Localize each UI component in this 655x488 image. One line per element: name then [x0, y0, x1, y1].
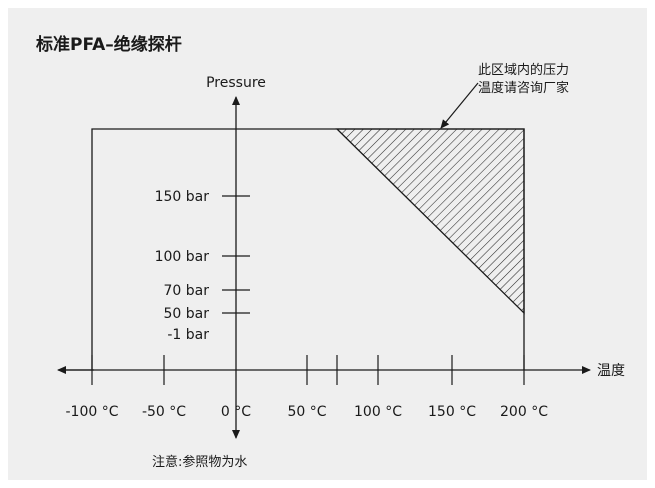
y-tick-label: 100 bar [155, 249, 210, 265]
x-tick-label: 50 °C [287, 404, 326, 420]
x-tick-label: 200 °C [500, 404, 548, 420]
y-tick-label: 70 bar [164, 283, 210, 299]
y-tick-label: 150 bar [155, 189, 210, 205]
x-tick-label: -50 °C [142, 404, 186, 420]
x-axis-label: 温度 [597, 363, 625, 379]
annotation-line-2: 温度请咨询厂家 [478, 81, 570, 96]
x-tick-label: 100 °C [354, 404, 402, 420]
y-tick-label: 50 bar [164, 306, 210, 322]
consult-region-hatch [335, 128, 525, 315]
chart-panel [8, 8, 647, 480]
y-axis-label: Pressure [206, 75, 266, 91]
operating-envelope-outline [91, 128, 525, 370]
reference-note: 注意:参照物为水 [152, 455, 248, 470]
x-tick-label: 0 °C [221, 404, 251, 420]
y-tick-label: -1 bar [167, 327, 209, 343]
annotation-leader [440, 82, 479, 129]
chart-title: 标准PFA–绝缘探杆 [36, 35, 182, 55]
consult-region-annotation: 此区域内的压力 温度请咨询厂家 [478, 62, 569, 98]
annotation-line-1: 此区域内的压力 [478, 63, 570, 78]
x-tick-label: 150 °C [428, 404, 476, 420]
x-tick-label: -100 °C [66, 404, 119, 420]
